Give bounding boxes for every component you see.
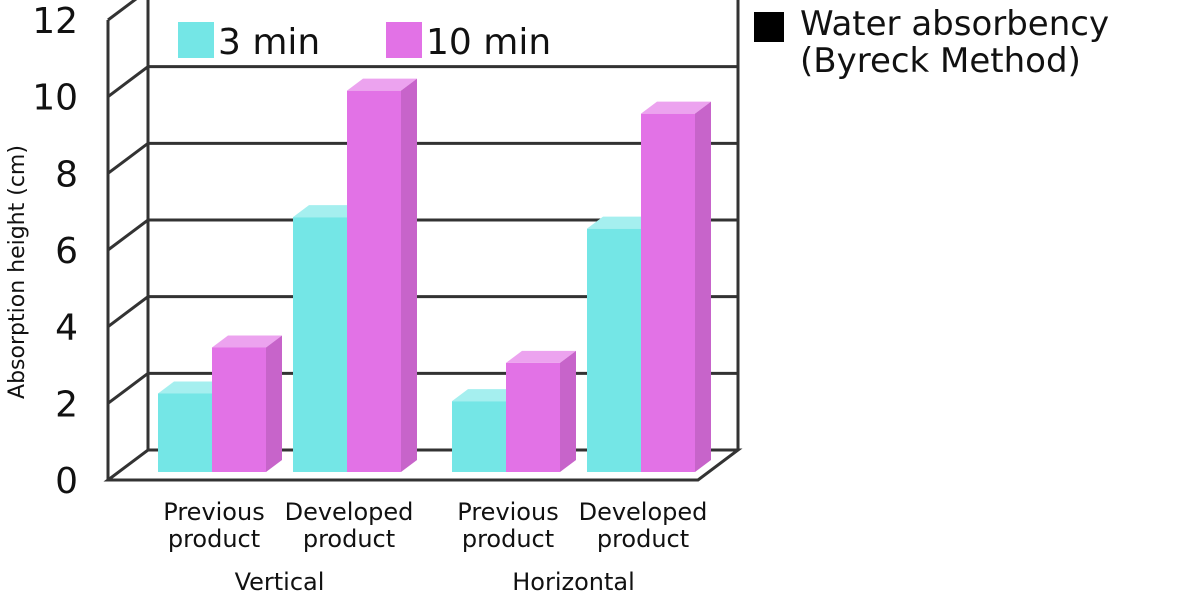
- chart-title: Water absorbency (Byreck Method): [754, 6, 1194, 80]
- y-axis-ticks: 0 2 4 6 8 10 12: [32, 1, 78, 502]
- y-axis-label: Absorption height (cm): [5, 145, 30, 399]
- gridline: [107, 295, 738, 328]
- bar: [587, 228, 641, 472]
- x-tick-label: Previous: [163, 498, 264, 526]
- bar-top-face: [587, 216, 657, 229]
- bar: [158, 393, 212, 472]
- bar-side-face: [560, 350, 576, 472]
- bar-side-face: [266, 335, 282, 472]
- y-tick-label: 12: [32, 1, 78, 42]
- legend-swatch: [178, 22, 214, 58]
- title-square-icon: [754, 12, 784, 42]
- bar-top-face: [347, 78, 417, 91]
- bar-top-face: [293, 205, 363, 218]
- bar-top-face: [212, 335, 282, 348]
- chart-title-line-1: Water absorbency: [800, 4, 1110, 44]
- x-tick-label: product: [462, 525, 554, 553]
- gridline: [107, 65, 738, 98]
- bar-top-face: [641, 101, 711, 114]
- legend-swatch: [386, 22, 422, 58]
- x-tick-label: Developed: [285, 498, 414, 526]
- bar-top-face: [506, 350, 576, 363]
- bar-side-face: [401, 78, 417, 473]
- y-tick-label: 8: [55, 154, 78, 195]
- side-wall-top-edge: [107, 0, 138, 22]
- gridline: [107, 218, 738, 252]
- bar: [293, 217, 347, 472]
- bars: [158, 78, 711, 473]
- x-tick-label: Developed: [579, 498, 708, 526]
- y-tick-label: 0: [55, 461, 78, 502]
- bar-side-face: [695, 101, 711, 473]
- bar: [452, 401, 506, 472]
- bar: [347, 90, 401, 473]
- gridline: [107, 141, 738, 175]
- y-tick-label: 6: [55, 231, 78, 272]
- y-tick-label: 2: [55, 384, 78, 425]
- x-axis-labels: PreviousproductDevelopedproductVerticalP…: [163, 498, 707, 596]
- chart-title-line-2: (Byreck Method): [800, 41, 1081, 81]
- legend: 3 min 10 min: [178, 22, 551, 63]
- x-tick-label: product: [303, 525, 395, 553]
- x-group-label: Vertical: [235, 568, 325, 596]
- bar: [641, 113, 695, 473]
- legend-label: 3 min: [218, 22, 320, 63]
- x-tick-label: product: [597, 525, 689, 553]
- bar: [212, 347, 266, 472]
- y-tick-label: 4: [55, 308, 78, 349]
- x-tick-label: product: [168, 525, 260, 553]
- legend-label: 10 min: [426, 22, 551, 63]
- bar-top-face: [452, 389, 522, 402]
- bar-top-face: [158, 381, 228, 394]
- x-group-label: Horizontal: [512, 568, 635, 596]
- bar: [506, 362, 560, 472]
- x-tick-label: Previous: [457, 498, 558, 526]
- y-tick-label: 10: [32, 78, 78, 119]
